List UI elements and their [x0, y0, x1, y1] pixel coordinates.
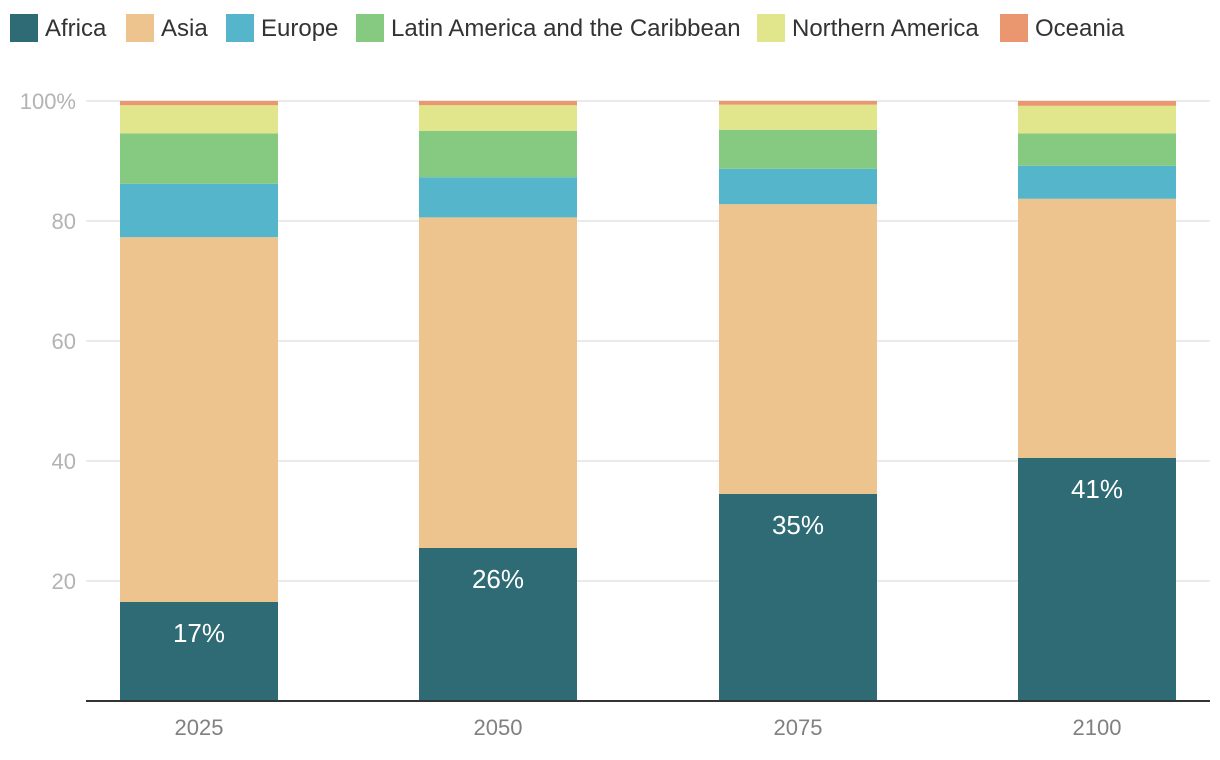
bar-stack-2100 [1018, 101, 1176, 701]
bar-segment-oceania-2025 [120, 101, 278, 106]
bar-segment-latin-america-and-the-caribbean-2050 [419, 131, 577, 178]
legend-swatch-asia [126, 14, 154, 42]
data-label-2025: 17% [173, 618, 225, 648]
bar-segment-europe-2025 [120, 183, 278, 238]
data-labels: 17% 26% 35% 41% [173, 474, 1123, 648]
y-tick-label: 20 [52, 569, 76, 594]
legend-label-oceania: Oceania [1035, 15, 1125, 42]
x-tick-label-2075: 2075 [774, 715, 823, 740]
bar-segment-oceania-2100 [1018, 101, 1176, 106]
bar-segment-africa-2050 [419, 548, 577, 701]
data-label-2100: 41% [1071, 474, 1123, 504]
data-label-2075: 35% [772, 510, 824, 540]
bar-segment-africa-2100 [1018, 458, 1176, 701]
y-tick-label: 60 [52, 329, 76, 354]
bar-stack-2050 [419, 101, 577, 701]
legend-swatch-europe [226, 14, 254, 42]
bar-segment-europe-2100 [1018, 165, 1176, 199]
bar-segment-europe-2050 [419, 177, 577, 218]
bar-segment-northern-america-2100 [1018, 105, 1176, 134]
legend-label-europe: Europe [261, 15, 338, 42]
bar-stack-2025 [120, 101, 278, 701]
legend-label-latin-america-and-the-caribbean: Latin America and the Caribbean [391, 15, 741, 42]
bar-segment-northern-america-2050 [419, 105, 577, 131]
bar-segment-africa-2025 [120, 602, 278, 701]
legend-label-asia: Asia [161, 15, 208, 42]
y-tick-label: 80 [52, 209, 76, 234]
legend-label-northern-america: Northern America [792, 15, 979, 42]
bar-stack-2075 [719, 101, 877, 701]
bars [120, 101, 1176, 701]
bar-segment-asia-2050 [419, 217, 577, 548]
bar-segment-europe-2075 [719, 168, 877, 205]
bar-segment-northern-america-2025 [120, 105, 278, 134]
bar-segment-asia-2075 [719, 204, 877, 494]
legend-swatch-northern-america [757, 14, 785, 42]
bar-segment-africa-2075 [719, 494, 877, 701]
bar-segment-northern-america-2075 [719, 104, 877, 130]
bar-segment-latin-america-and-the-caribbean-2100 [1018, 133, 1176, 166]
legend-label-africa: Africa [45, 15, 107, 42]
bar-segment-latin-america-and-the-caribbean-2075 [719, 129, 877, 169]
bar-segment-asia-2025 [120, 237, 278, 602]
data-label-2050: 26% [472, 564, 524, 594]
x-axis-ticks: 2025 2050 2075 2100 [175, 715, 1122, 740]
x-tick-label-2100: 2100 [1073, 715, 1122, 740]
legend-swatch-latin-america-and-the-caribbean [356, 14, 384, 42]
bar-segment-asia-2100 [1018, 198, 1176, 459]
legend-swatch-africa [10, 14, 38, 42]
legend-swatch-oceania [1000, 14, 1028, 42]
bar-segment-latin-america-and-the-caribbean-2025 [120, 133, 278, 184]
bar-segment-oceania-2075 [719, 101, 877, 105]
x-tick-label-2025: 2025 [175, 715, 224, 740]
y-tick-label: 40 [52, 449, 76, 474]
bar-segment-oceania-2050 [419, 101, 577, 106]
y-axis-ticks: 100% 80 60 40 20 [20, 89, 76, 594]
legend: Africa Asia Europe Latin America and the Ca… [10, 14, 1125, 42]
y-tick-label: 100% [20, 89, 76, 114]
x-tick-label-2050: 2050 [474, 715, 523, 740]
